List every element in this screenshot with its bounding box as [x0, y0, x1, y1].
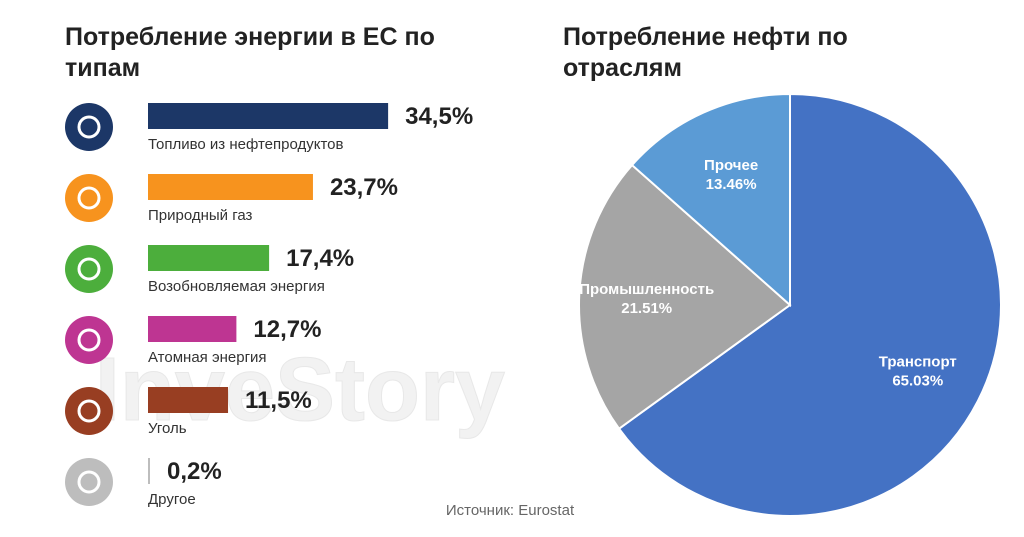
bar	[148, 387, 229, 413]
pie-slice	[617, 92, 1002, 517]
slice-label: Прочее 13.46%	[704, 157, 758, 193]
value-label: 34,5%	[405, 103, 473, 130]
category-label: Топливо из нефтепродуктов	[148, 136, 344, 153]
icon-glyph	[77, 399, 101, 423]
slice-name: Промышленность	[579, 281, 714, 298]
slice-name: Прочее	[704, 157, 758, 174]
bar	[148, 245, 270, 271]
icon-glyph	[77, 186, 101, 210]
category-icon	[65, 458, 113, 506]
slice-value: 65.03%	[892, 372, 943, 389]
category-icon	[65, 174, 113, 222]
category-label: Уголь	[148, 420, 187, 437]
icon-glyph	[77, 115, 101, 139]
value-label: 11,5%	[245, 387, 312, 414]
value-label: 17,4%	[286, 245, 354, 272]
pie-slice	[578, 163, 792, 431]
slice-name: Транспорт	[879, 353, 957, 370]
category-icon	[65, 245, 113, 293]
value-label: 12,7%	[253, 316, 321, 343]
icon-glyph	[77, 470, 101, 494]
bar	[148, 174, 313, 200]
category-label: Природный газ	[148, 207, 253, 224]
category-label: Возобновляемая энергия	[148, 278, 325, 295]
bar	[148, 103, 389, 129]
source: Источник: Eurostat	[446, 502, 575, 519]
category-label: Другое	[148, 491, 196, 508]
bar-chart-title: Потребление энергии в ЕС по типам	[65, 23, 435, 82]
icon-glyph	[77, 328, 101, 352]
icon-glyph	[77, 257, 101, 281]
value-label: 0,2%	[167, 458, 222, 485]
bar	[148, 458, 150, 484]
category-icon	[65, 316, 113, 364]
bar	[148, 316, 237, 342]
slice-value: 13.46%	[706, 176, 757, 193]
category-label: Атомная энергия	[148, 349, 267, 366]
category-icon	[65, 387, 113, 435]
value-label: 23,7%	[330, 174, 398, 201]
slice-value: 21.51%	[621, 300, 672, 317]
slice-label: Промышленность 21.51%	[579, 281, 714, 317]
pie-chart-title: Потребление нефти по отраслям	[563, 23, 848, 82]
pie-slice	[630, 92, 791, 308]
slice-label: Транспорт 65.03%	[879, 353, 957, 389]
category-icon	[65, 103, 113, 151]
